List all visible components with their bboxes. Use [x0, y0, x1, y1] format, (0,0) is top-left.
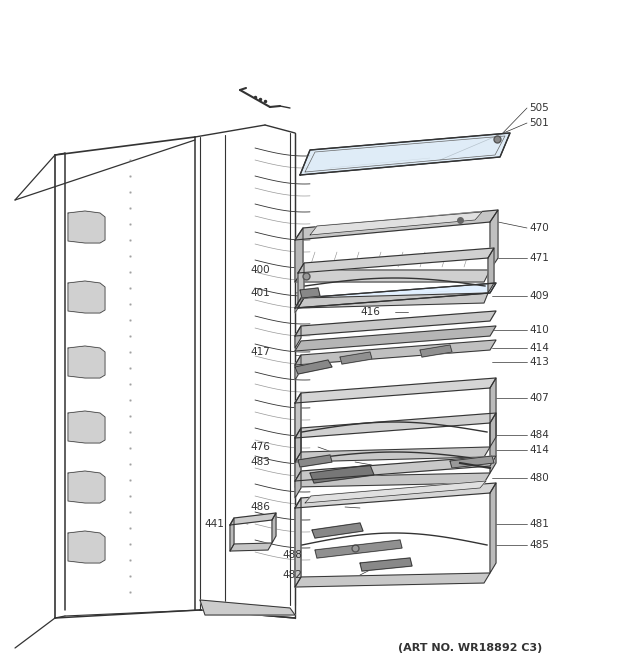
Polygon shape	[295, 311, 496, 336]
Text: 400: 400	[250, 265, 270, 275]
Polygon shape	[420, 345, 452, 357]
Polygon shape	[298, 248, 494, 273]
Polygon shape	[295, 483, 496, 508]
Text: 410: 410	[529, 325, 549, 335]
Polygon shape	[310, 212, 482, 235]
Polygon shape	[295, 413, 496, 438]
Polygon shape	[295, 447, 490, 462]
Polygon shape	[295, 473, 490, 487]
Polygon shape	[295, 355, 301, 380]
Polygon shape	[295, 283, 496, 308]
Text: 476: 476	[250, 442, 270, 452]
Text: 481: 481	[529, 519, 549, 529]
Polygon shape	[295, 326, 301, 348]
Polygon shape	[200, 600, 295, 615]
Polygon shape	[490, 210, 498, 270]
Text: 482: 482	[282, 570, 302, 580]
Text: 488: 488	[282, 550, 302, 560]
Polygon shape	[295, 428, 301, 487]
Polygon shape	[68, 346, 105, 378]
Polygon shape	[272, 513, 276, 543]
Polygon shape	[298, 455, 332, 467]
Polygon shape	[488, 248, 494, 293]
Polygon shape	[230, 543, 272, 551]
Text: 471: 471	[529, 253, 549, 263]
Polygon shape	[490, 483, 496, 573]
Text: 413: 413	[529, 357, 549, 367]
Polygon shape	[68, 471, 105, 503]
Polygon shape	[300, 133, 510, 175]
Polygon shape	[315, 540, 402, 558]
Polygon shape	[295, 378, 496, 403]
Text: 480: 480	[529, 473, 549, 483]
Polygon shape	[298, 293, 488, 308]
Polygon shape	[295, 498, 301, 587]
Polygon shape	[68, 411, 105, 443]
Text: 484: 484	[529, 430, 549, 440]
Polygon shape	[360, 558, 412, 571]
Text: 414: 414	[529, 343, 549, 353]
Text: 414: 414	[529, 445, 549, 455]
Text: 401: 401	[250, 288, 270, 298]
Polygon shape	[295, 210, 498, 240]
Polygon shape	[300, 288, 320, 298]
Polygon shape	[68, 281, 105, 313]
Polygon shape	[230, 518, 234, 551]
Polygon shape	[450, 456, 494, 468]
Text: 486: 486	[250, 502, 270, 512]
Text: 505: 505	[529, 103, 549, 113]
Polygon shape	[295, 360, 332, 374]
Text: 407: 407	[529, 393, 549, 403]
Polygon shape	[230, 513, 276, 525]
Polygon shape	[340, 352, 372, 364]
Text: 416: 416	[360, 307, 380, 317]
Text: 417: 417	[250, 347, 270, 357]
Polygon shape	[295, 270, 490, 282]
Polygon shape	[312, 523, 363, 538]
Polygon shape	[68, 531, 105, 563]
Polygon shape	[310, 465, 374, 483]
Polygon shape	[295, 456, 496, 481]
Polygon shape	[295, 326, 496, 351]
Polygon shape	[295, 573, 490, 587]
Text: 441: 441	[204, 519, 224, 529]
Polygon shape	[295, 340, 496, 365]
Polygon shape	[68, 211, 105, 243]
Text: 483: 483	[250, 457, 270, 467]
Polygon shape	[305, 481, 486, 503]
Polygon shape	[490, 378, 496, 447]
Text: 485: 485	[529, 540, 549, 550]
Text: 409: 409	[529, 291, 549, 301]
Polygon shape	[295, 228, 303, 282]
Polygon shape	[295, 471, 301, 498]
Polygon shape	[295, 298, 301, 313]
Polygon shape	[490, 413, 496, 473]
Text: (ART NO. WR18892 C3): (ART NO. WR18892 C3)	[398, 643, 542, 653]
Polygon shape	[298, 263, 304, 308]
Text: 470: 470	[529, 223, 549, 233]
Polygon shape	[295, 393, 301, 462]
Text: 501: 501	[529, 118, 549, 128]
